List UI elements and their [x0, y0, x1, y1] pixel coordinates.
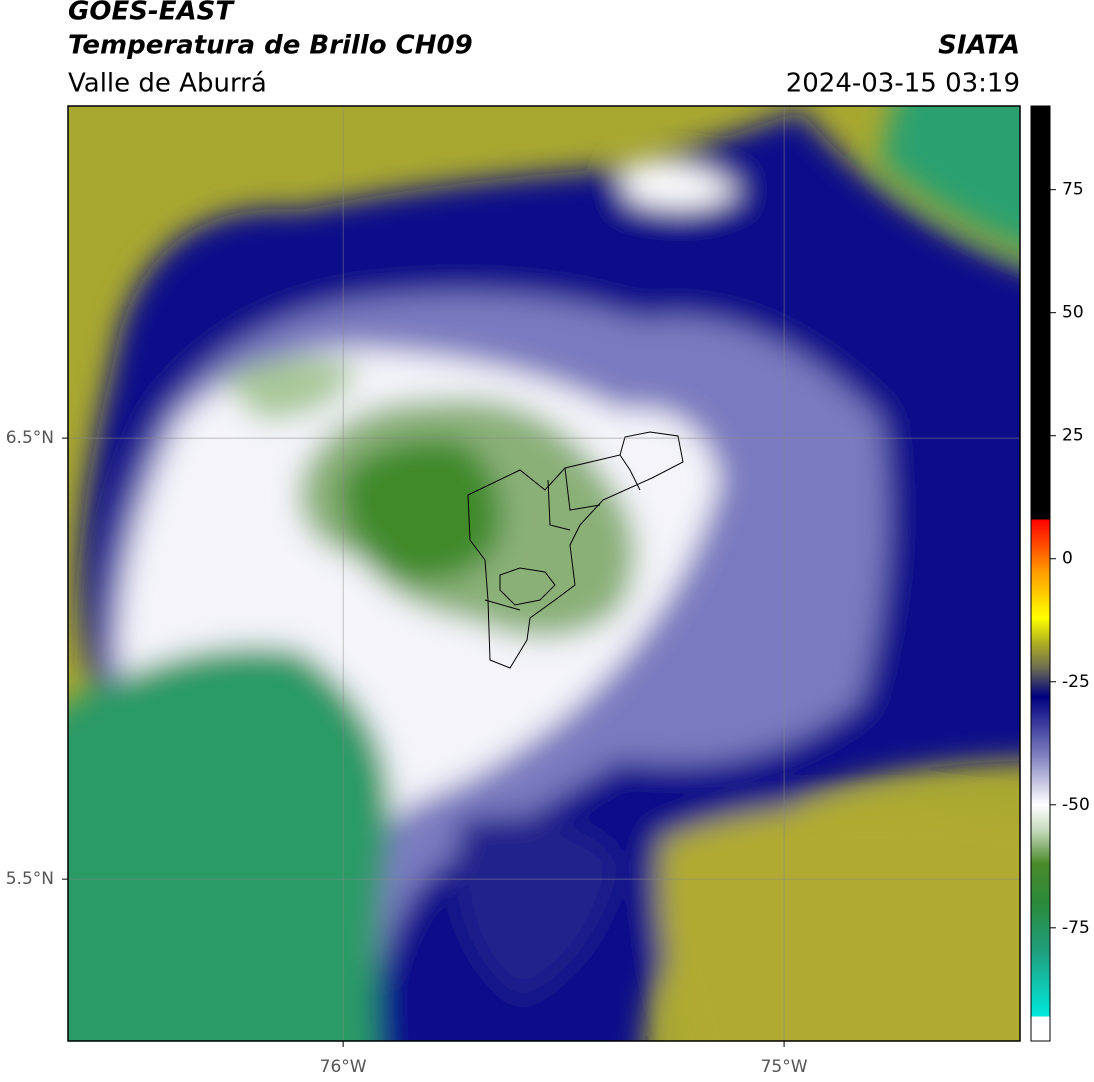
colorbar-tick-label: -25 — [1062, 672, 1090, 692]
graticule — [68, 106, 1020, 1041]
x-tick-label: 76°W — [320, 1057, 367, 1077]
source: SIATA — [938, 31, 1020, 61]
colorbar — [1030, 105, 1051, 1042]
region: Valle de Aburrá — [68, 69, 267, 99]
colorbar-tick-label: 75 — [1062, 180, 1084, 200]
colorbar-tick-label: 0 — [1062, 549, 1073, 569]
satellite-image — [68, 106, 1020, 1041]
y-tick-label: 6.5°N — [6, 428, 54, 448]
colorbar-tick-label: -50 — [1062, 795, 1090, 815]
x-tick-label: 75°W — [761, 1057, 808, 1077]
title: GOES-EAST — [68, 0, 235, 27]
datetime: 2024-03-15 03:19 — [786, 69, 1020, 99]
y-tick-label: 5.5°N — [6, 869, 54, 889]
map-frame — [67, 105, 1021, 1042]
colorbar-tick-label: 50 — [1062, 303, 1084, 323]
colorbar-tick-label: 25 — [1062, 426, 1084, 446]
subtitle: Temperatura de Brillo CH09 — [68, 31, 473, 61]
municipal-boundaries — [467, 431, 684, 669]
colorbar-tick-label: -75 — [1062, 918, 1090, 938]
